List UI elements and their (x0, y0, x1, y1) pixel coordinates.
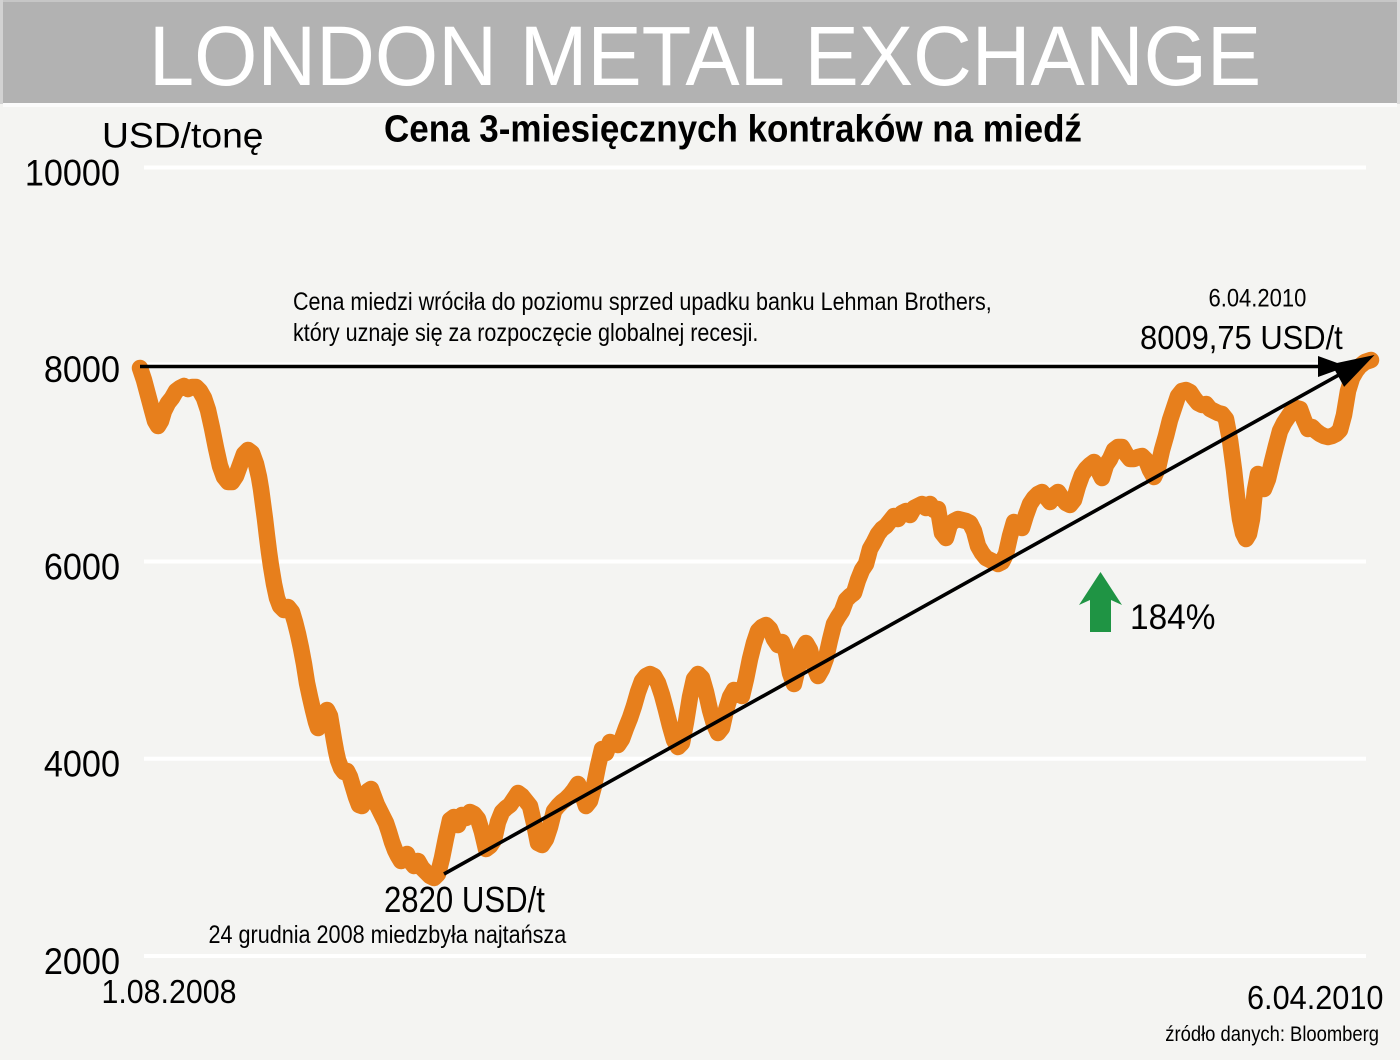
svg-text:Cena 3-miesięcznych kontraków: Cena 3-miesięcznych kontraków na miedź (384, 107, 1082, 150)
svg-text:który uznaje się za rozpoczęci: który uznaje się za rozpoczęcie globalne… (293, 318, 758, 346)
svg-text:1.08.2008: 1.08.2008 (102, 973, 237, 1010)
svg-text:184%: 184% (1130, 598, 1215, 637)
svg-text:24 grudnia 2008 miedzbyła najt: 24 grudnia 2008 miedzbyła najtańsza (209, 921, 567, 949)
svg-text:10000: 10000 (25, 152, 120, 194)
svg-text:źródło danych: Bloomberg: źródło danych: Bloomberg (1165, 1023, 1379, 1046)
svg-text:6.04.2010: 6.04.2010 (1247, 979, 1384, 1016)
svg-text:6.04.2010: 6.04.2010 (1209, 284, 1307, 312)
svg-text:2000: 2000 (44, 940, 120, 982)
svg-text:8000: 8000 (44, 349, 120, 391)
svg-text:8009,75 USD/t: 8009,75 USD/t (1140, 319, 1343, 356)
svg-text:LONDON METAL EXCHANGE: LONDON METAL EXCHANGE (149, 9, 1261, 103)
svg-text:USD/tonę: USD/tonę (102, 115, 264, 155)
svg-text:4000: 4000 (44, 743, 120, 785)
svg-text:6000: 6000 (44, 546, 120, 588)
svg-text:Cena miedzi wróciła do poziomu: Cena miedzi wróciła do poziomu sprzed up… (293, 287, 992, 315)
svg-text:2820 USD/t: 2820 USD/t (384, 881, 545, 921)
